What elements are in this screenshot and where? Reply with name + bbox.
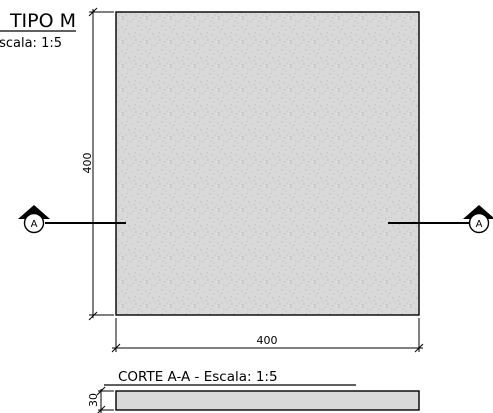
thickness-dimension-label: 30 bbox=[87, 393, 100, 407]
horizontal-dimension bbox=[111, 318, 424, 353]
section-title: CORTE A-A - Escala: 1:5 bbox=[118, 369, 278, 385]
section-marker-left-icon bbox=[18, 205, 50, 234]
width-dimension-label: 400 bbox=[257, 334, 278, 347]
plan-slab bbox=[115, 11, 420, 316]
scale-label: Escala: 1:5 bbox=[0, 36, 62, 51]
vertical-dimension bbox=[88, 7, 114, 321]
type-label: TIPO M bbox=[9, 10, 76, 32]
section-marker-right-letter: A bbox=[476, 219, 483, 230]
height-dimension-label: 400 bbox=[81, 153, 94, 174]
section-slab bbox=[115, 390, 420, 411]
section-marker-right-icon bbox=[463, 205, 493, 234]
section-marker-left-letter: A bbox=[31, 219, 38, 230]
